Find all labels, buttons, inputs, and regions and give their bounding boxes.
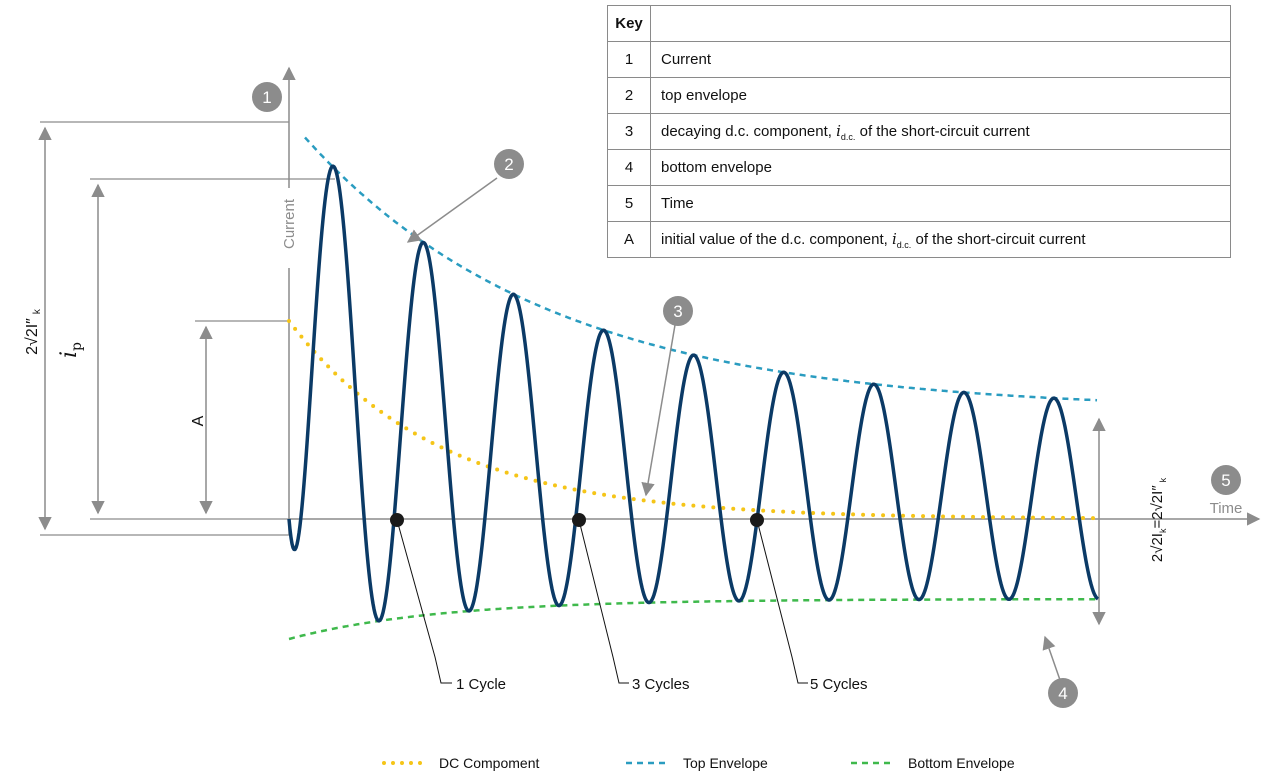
pointer-2	[406, 177, 498, 243]
key-row-key: 4	[607, 149, 651, 186]
cycle-leader-1	[396, 519, 452, 684]
key-row-text: top envelope	[650, 77, 1231, 114]
legend-label-bottom: Bottom Envelope	[908, 755, 1015, 771]
marker-1: 1	[252, 82, 282, 112]
current-waveform	[287, 164, 1100, 623]
cycle-label-3: 3 Cycles	[632, 676, 690, 693]
key-row-key: A	[607, 221, 651, 258]
cycle-dot-5	[750, 513, 764, 527]
key-table-header: Key	[607, 5, 1231, 42]
svg-text:2: 2	[504, 155, 513, 174]
key-row-key: 5	[607, 185, 651, 222]
dim-label-right: 2√2Ik=2√2I″k	[1149, 477, 1168, 562]
pointer-4	[1042, 635, 1061, 681]
dim-label-outer: 2√2I″k	[24, 308, 43, 355]
dim-label-a: A	[190, 415, 207, 426]
marker-3: 3	[663, 296, 693, 326]
desc-col-header	[650, 5, 1231, 42]
key-row-key: 3	[607, 113, 651, 150]
cycle-dot-3	[572, 513, 586, 527]
key-row-text: Time	[650, 185, 1231, 222]
svg-text:1: 1	[262, 88, 271, 107]
svg-text:4: 4	[1058, 684, 1067, 703]
cycle-label-1: 1 Cycle	[456, 676, 506, 693]
cycle-dot-1	[390, 513, 404, 527]
marker-5: 5	[1211, 465, 1241, 495]
key-row: 4 bottom envelope	[607, 149, 1231, 186]
cycle-leader-3	[578, 519, 629, 684]
x-axis-label: Time	[1210, 500, 1243, 517]
key-col-header: Key	[607, 5, 651, 42]
legend-label-top: Top Envelope	[683, 755, 768, 771]
bottom-envelope-curve	[288, 597, 1097, 641]
legend-label-dc: DC Compoment	[439, 755, 539, 771]
cycle-leader-5	[756, 519, 808, 684]
svg-text:5: 5	[1221, 471, 1230, 490]
key-row-key: 1	[607, 41, 651, 78]
legend: DC Compoment Top Envelope Bottom Envelop…	[382, 755, 1015, 771]
key-table: Key 1 Current 2 top envelope 3 decaying …	[607, 5, 1231, 258]
key-row: 5 Time	[607, 185, 1231, 222]
y-axis-label: Current	[281, 198, 298, 249]
key-row: 3 decaying d.c. component, id.c. of the …	[607, 113, 1231, 150]
key-row-text: Current	[650, 41, 1231, 78]
dim-label-ip: ip	[57, 342, 85, 358]
marker-4: 4	[1048, 678, 1078, 708]
key-row-key: 2	[607, 77, 651, 114]
dc-component-curve	[287, 319, 1099, 521]
marker-2: 2	[494, 149, 524, 179]
pointer-3	[641, 324, 676, 497]
key-row-text: initial value of the d.c. component, id.…	[650, 221, 1231, 258]
key-row: 2 top envelope	[607, 77, 1231, 114]
key-row: 1 Current	[607, 41, 1231, 78]
key-row-text: decaying d.c. component, id.c. of the sh…	[650, 113, 1231, 150]
cycle-label-5: 5 Cycles	[810, 676, 868, 693]
svg-text:3: 3	[673, 302, 682, 321]
key-row-text: bottom envelope	[650, 149, 1231, 186]
key-row: A initial value of the d.c. component, i…	[607, 221, 1231, 258]
